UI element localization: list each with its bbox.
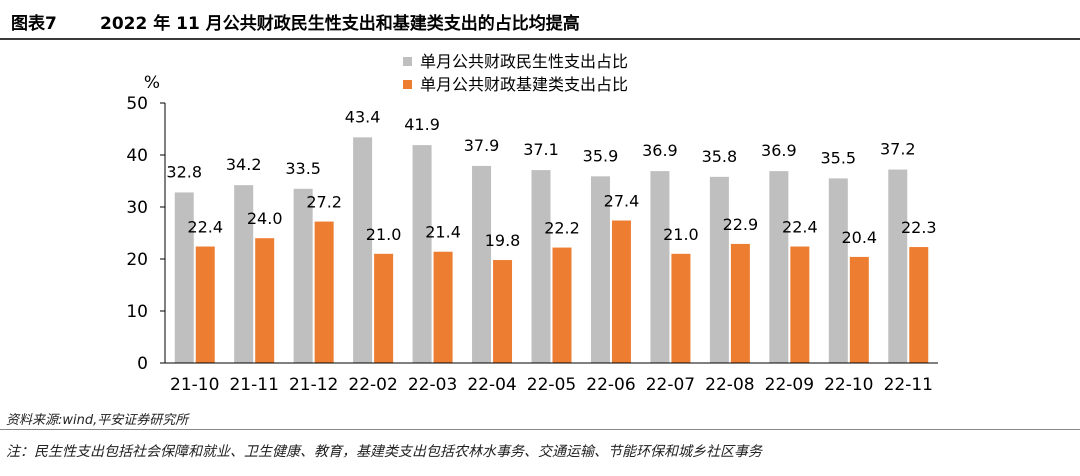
data-label: 21.0: [366, 225, 402, 244]
x-tick-label: 22-05: [527, 375, 576, 395]
x-tick-label: 22-08: [705, 375, 754, 395]
bar-livelihood: [412, 145, 432, 363]
x-tick-label: 22-11: [884, 375, 933, 395]
header-rule: [0, 38, 1080, 40]
data-label: 43.4: [345, 107, 381, 126]
data-label: 27.4: [604, 192, 640, 211]
source-note: 资料来源:wind,平安证券研究所: [6, 413, 189, 428]
bar-livelihood: [472, 165, 492, 363]
bar-infrastructure: [790, 246, 810, 363]
data-label: 21.0: [663, 225, 699, 244]
x-tick-label: 22-03: [408, 375, 457, 395]
y-tick-label: 30: [126, 198, 148, 218]
bar-infrastructure: [611, 220, 631, 363]
bar-livelihood: [590, 176, 610, 363]
y-tick-label: 10: [126, 302, 148, 322]
x-tick-label: 22-02: [348, 375, 397, 395]
bar-livelihood: [531, 170, 551, 363]
data-label: 24.0: [247, 209, 283, 228]
bar-infrastructure: [374, 253, 394, 363]
bar-infrastructure: [909, 247, 929, 363]
data-label: 22.4: [782, 218, 818, 237]
footer-rule: [0, 429, 1080, 430]
bars: 32.8 22.4 34.2 24.0 33.5 27.2 43.4 21.0 41.9 21.4…: [166, 107, 937, 363]
data-label: 35.9: [583, 146, 619, 165]
y-tick-label: 40: [126, 146, 148, 166]
x-tick-label: 22-10: [824, 375, 873, 395]
data-label: 36.9: [642, 141, 678, 160]
bar-livelihood: [709, 176, 729, 363]
x-tick-label: 22-09: [765, 375, 814, 395]
x-axis: 21-10 21-11 21-12 22-02 22-03 22-04 22-05 22-06…: [165, 362, 938, 395]
x-tick-label: 21-11: [229, 375, 278, 395]
bar-livelihood: [828, 178, 848, 363]
x-tick-label: 22-06: [586, 375, 635, 395]
data-label: 33.5: [285, 159, 321, 178]
data-label: 22.2: [544, 219, 580, 238]
data-label: 19.8: [485, 231, 521, 250]
x-tick-label: 21-10: [170, 375, 219, 395]
y-tick-label: 0: [137, 354, 148, 374]
bar-infrastructure: [493, 260, 513, 363]
y-axis: 0 10 20 30 40 50: [126, 94, 166, 374]
data-label: 34.2: [226, 155, 262, 174]
data-label: 37.2: [880, 140, 916, 159]
x-tick-label: 21-12: [289, 375, 338, 395]
data-label: 22.3: [901, 218, 937, 237]
data-label: 21.4: [425, 223, 461, 242]
data-label: 41.9: [404, 115, 440, 134]
y-axis-unit: %: [144, 73, 160, 93]
bar-livelihood: [353, 137, 373, 363]
bar-infrastructure: [195, 246, 215, 363]
bar-livelihood: [234, 185, 254, 363]
bar-livelihood: [888, 169, 908, 363]
data-label: 20.4: [841, 228, 877, 247]
legend-swatch: [403, 57, 412, 66]
bar-infrastructure: [255, 238, 275, 363]
x-tick-label: 22-07: [646, 375, 695, 395]
footnote: 注：民生性支出包括社会保障和就业、卫生健康、教育，基建类支出包括农林水事务、交通…: [6, 444, 762, 460]
bar-livelihood: [769, 171, 789, 363]
bar-infrastructure: [433, 251, 453, 363]
data-label: 36.9: [761, 141, 797, 160]
bar-infrastructure: [849, 256, 869, 363]
y-tick-label: 50: [126, 94, 148, 114]
data-label: 37.9: [464, 136, 500, 155]
bar-infrastructure: [671, 253, 691, 363]
figure-header: 图表7 2022 年 11 月公共财政民生性支出和基建类支出的占比均提高: [0, 0, 1080, 38]
y-tick-label: 20: [126, 250, 148, 270]
legend-label: 单月公共财政民生性支出占比: [420, 52, 628, 71]
bar-livelihood: [293, 188, 313, 363]
data-label: 35.5: [820, 148, 856, 167]
figure-label: 图表7: [11, 14, 57, 34]
bar-infrastructure: [730, 243, 750, 363]
data-label: 22.4: [187, 218, 223, 237]
data-label: 32.8: [166, 162, 202, 181]
bar-infrastructure: [314, 221, 334, 363]
bar-infrastructure: [552, 247, 572, 363]
data-label: 35.8: [702, 147, 738, 166]
legend-swatch: [403, 80, 412, 89]
legend-label: 单月公共财政基建类支出占比: [420, 75, 628, 94]
data-label: 22.9: [723, 215, 759, 234]
data-label: 27.2: [306, 193, 342, 212]
figure-title: 2022 年 11 月公共财政民生性支出和基建类支出的占比均提高: [100, 14, 580, 34]
bar-livelihood: [650, 171, 670, 363]
bar-livelihood: [174, 192, 194, 363]
x-tick-label: 22-04: [467, 375, 516, 395]
data-label: 37.1: [523, 140, 559, 159]
